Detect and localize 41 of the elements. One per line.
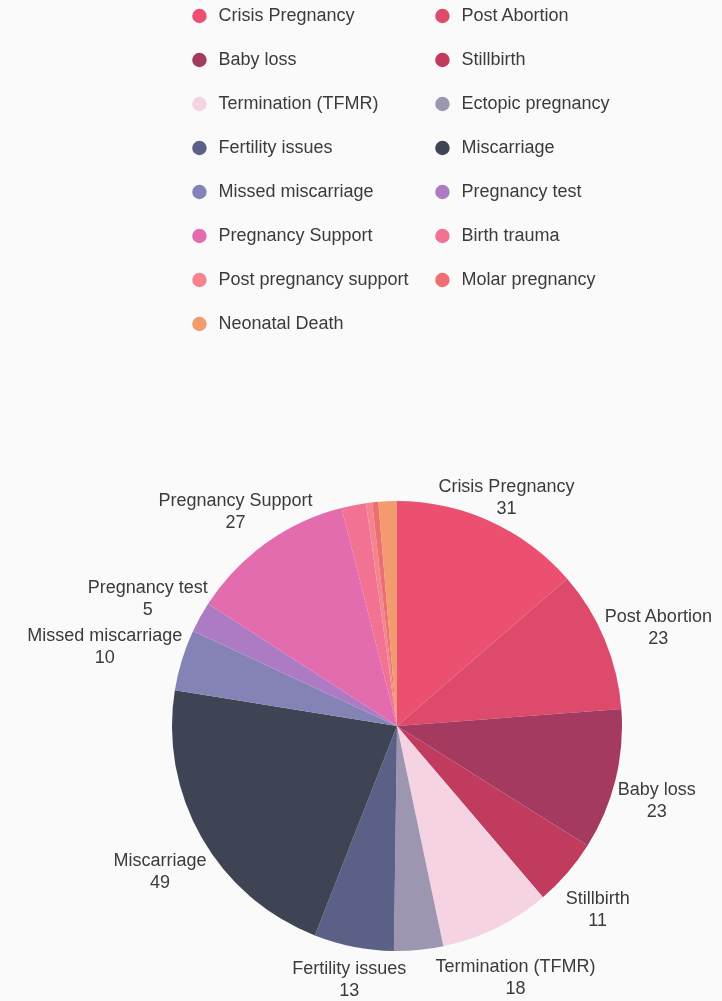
pie-slice <box>193 603 397 726</box>
legend-label: Miscarriage <box>461 137 555 157</box>
legend-label: Crisis Pregnancy <box>218 5 355 25</box>
data-label: 31 <box>496 497 517 518</box>
legend-label: Neonatal Death <box>218 313 344 333</box>
slice-label: Pregnancy test <box>87 577 208 598</box>
legend-label: Pregnancy test <box>461 181 582 201</box>
pie-slice <box>341 503 397 726</box>
legend-label: Birth trauma <box>461 225 561 245</box>
data-label: 49 <box>149 872 170 893</box>
data-label: 23 <box>648 628 669 649</box>
legend-label: Molar pregnancy <box>461 269 596 289</box>
data-label: 27 <box>225 512 246 533</box>
pie-slice <box>393 726 444 951</box>
slice-label: Miscarriage <box>113 850 207 871</box>
pie-slice <box>397 501 568 726</box>
legend-label: Missed miscarriage <box>218 181 374 201</box>
legend-label: Post Abortion <box>461 5 569 25</box>
slice-label: Termination (TFMR) <box>435 956 596 977</box>
slice-label: Baby loss <box>617 779 696 800</box>
data-label: 13 <box>339 979 360 1000</box>
pie-slice <box>397 726 543 947</box>
legend-label: Baby loss <box>218 49 297 69</box>
legend-label: Stillbirth <box>461 49 526 69</box>
data-label: 23 <box>646 801 667 822</box>
legend-label: Pregnancy Support <box>218 225 373 245</box>
slice-label: Stillbirth <box>565 888 630 909</box>
pie-slice <box>314 726 397 951</box>
data-label: 18 <box>505 978 526 999</box>
slice-label: Post Abortion <box>604 606 712 627</box>
legend-label: Ectopic pregnancy <box>461 93 610 113</box>
legend-label: Post pregnancy support <box>218 269 409 289</box>
slice-label: Missed miscarriage <box>27 625 183 646</box>
slice-label: Crisis Pregnancy <box>438 475 575 496</box>
slice-label: Fertility issues <box>292 957 407 978</box>
legend-label: Termination (TFMR) <box>218 93 379 113</box>
legend-label: Fertility issues <box>218 137 333 157</box>
data-label: 5 <box>142 599 153 620</box>
slice-label: Pregnancy Support <box>158 490 313 511</box>
data-label: 11 <box>588 910 608 931</box>
data-label: 10 <box>94 647 115 668</box>
